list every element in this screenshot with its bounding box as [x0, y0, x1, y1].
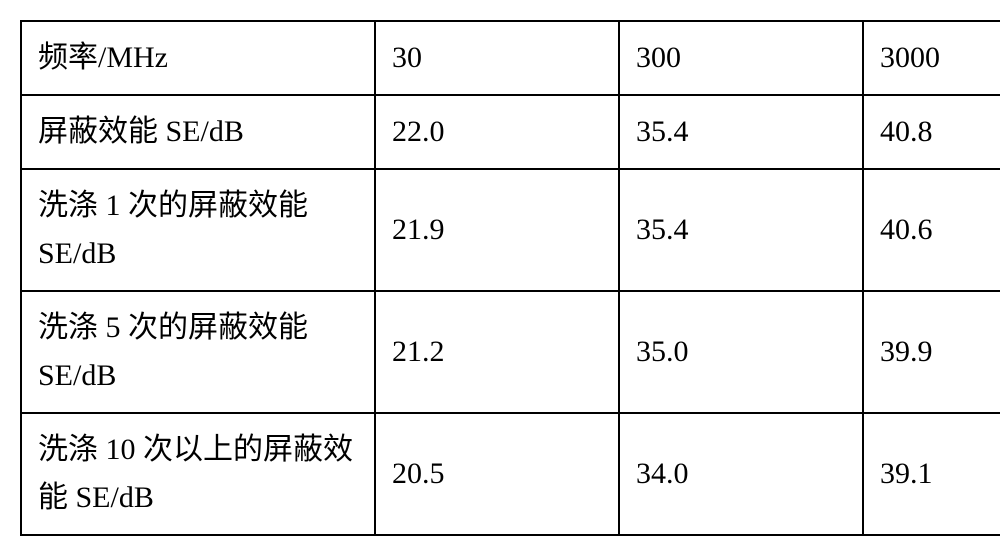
table-row: 屏蔽效能 SE/dB 22.0 35.4 40.8: [21, 95, 1000, 169]
row-label: 屏蔽效能 SE/dB: [21, 95, 375, 169]
table-row: 洗涤 5 次的屏蔽效能 SE/dB 21.2 35.0 39.9: [21, 291, 1000, 413]
data-cell: 34.0: [619, 413, 863, 535]
data-cell: 40.8: [863, 95, 1000, 169]
data-cell: 35.0: [619, 291, 863, 413]
data-cell: 35.4: [619, 95, 863, 169]
header-cell: 3000: [863, 21, 1000, 95]
data-cell: 35.4: [619, 169, 863, 291]
table-row: 洗涤 10 次以上的屏蔽效能 SE/dB 20.5 34.0 39.1: [21, 413, 1000, 535]
row-label: 洗涤 1 次的屏蔽效能 SE/dB: [21, 169, 375, 291]
row-label: 洗涤 10 次以上的屏蔽效能 SE/dB: [21, 413, 375, 535]
data-cell: 40.6: [863, 169, 1000, 291]
header-cell: 300: [619, 21, 863, 95]
data-cell: 20.5: [375, 413, 619, 535]
table-row: 频率/MHz 30 300 3000: [21, 21, 1000, 95]
table-row: 洗涤 1 次的屏蔽效能 SE/dB 21.9 35.4 40.6: [21, 169, 1000, 291]
header-cell-label: 频率/MHz: [21, 21, 375, 95]
data-cell: 39.1: [863, 413, 1000, 535]
data-cell: 22.0: [375, 95, 619, 169]
row-label: 洗涤 5 次的屏蔽效能 SE/dB: [21, 291, 375, 413]
data-table: 频率/MHz 30 300 3000 屏蔽效能 SE/dB 22.0 35.4 …: [20, 20, 1000, 536]
data-cell: 21.2: [375, 291, 619, 413]
data-cell: 21.9: [375, 169, 619, 291]
data-cell: 39.9: [863, 291, 1000, 413]
header-cell: 30: [375, 21, 619, 95]
